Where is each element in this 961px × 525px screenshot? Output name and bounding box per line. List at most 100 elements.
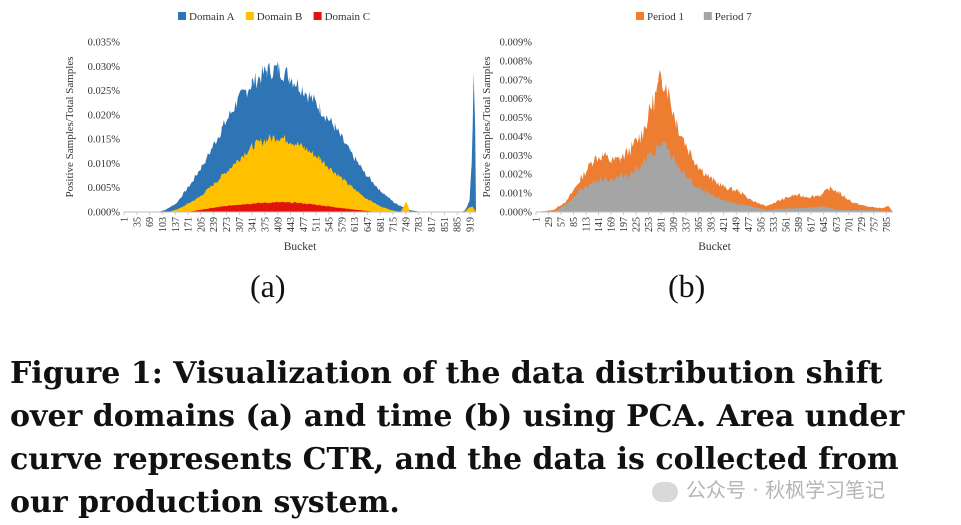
y-tick-label: 0.010% [88, 159, 121, 170]
y-tick-label: 0.002% [500, 170, 533, 181]
x-tick-label: 281 [657, 217, 668, 232]
legend-label: Period 1 [647, 11, 684, 23]
y-axis-title: Positive Samples/Total Samples [64, 56, 76, 197]
x-tick-label: 171 [184, 217, 195, 232]
x-tick-label: 421 [719, 217, 730, 232]
x-tick-label: 253 [644, 217, 655, 232]
area-period-7 [536, 141, 893, 212]
y-tick-label: 0.007% [500, 75, 533, 86]
y-tick-label: 0.005% [500, 113, 533, 124]
y-tick-label: 0.003% [500, 151, 533, 162]
legend-swatch [245, 12, 254, 20]
y-tick-label: 0.001% [500, 189, 533, 200]
legend-swatch [703, 12, 712, 20]
legend-swatch [178, 12, 186, 20]
wechat-icon [652, 481, 678, 502]
y-tick-label: 0.009% [500, 38, 533, 49]
x-tick-label: 137 [171, 217, 182, 232]
x-tick-label: 561 [782, 217, 793, 232]
x-tick-label: 477 [299, 217, 310, 232]
x-tick-label: 1 [120, 217, 131, 222]
legend-label: Domain C [325, 11, 371, 23]
x-tick-label: 851 [440, 217, 451, 232]
x-tick-label: 449 [732, 217, 743, 232]
x-tick-label: 239 [209, 217, 220, 232]
y-tick-label: 0.004% [500, 132, 533, 143]
y-tick-label: 0.006% [500, 94, 533, 105]
area-domain-b [124, 134, 476, 212]
x-tick-label: 197 [619, 217, 630, 232]
x-tick-label: 85 [569, 217, 580, 227]
x-tick-label: 477 [744, 217, 755, 232]
area-domain-c [124, 201, 384, 212]
x-tick-label: 307 [235, 217, 246, 232]
y-tick-label: 0.000% [500, 208, 533, 219]
x-tick-label: 57 [557, 217, 568, 227]
x-tick-label: 69 [145, 217, 156, 227]
x-tick-label: 533 [769, 217, 780, 232]
y-tick-label: 0.035% [88, 38, 121, 49]
x-tick-label: 35 [132, 217, 143, 227]
x-tick-label: 309 [669, 217, 680, 232]
chart-b-periods: Period 1 Period 7 0.000% 0.001% 0.002% 0.003%… [481, 11, 893, 253]
subfigure-label-b: (b) [668, 268, 706, 304]
x-tick-label: 579 [337, 217, 348, 232]
x-tick-label: 785 [882, 217, 893, 232]
x-tick-label: 103 [158, 217, 169, 232]
x-tick-label: 113 [582, 217, 593, 232]
y-tick-label: 0.008% [500, 56, 533, 67]
y-tick-label: 0.005% [88, 183, 121, 194]
x-tick-label: 749 [401, 217, 412, 232]
x-axis-title: Bucket [698, 241, 731, 253]
x-tick-label: 919 [465, 217, 476, 232]
x-tick-label: 365 [694, 217, 705, 232]
x-tick-label: 341 [248, 217, 259, 232]
x-tick-label: 645 [819, 217, 830, 232]
legend-label: Domain A [189, 11, 235, 23]
x-tick-label: 337 [682, 217, 693, 232]
x-tick-label: 715 [389, 217, 400, 232]
legend-label: Period 7 [715, 11, 752, 23]
legend-swatch [313, 12, 322, 20]
x-tick-label: 169 [607, 217, 618, 232]
x-tick-label: 885 [453, 217, 464, 232]
x-tick-label: 205 [196, 217, 207, 232]
x-tick-label: 673 [832, 217, 843, 232]
x-tick-label: 783 [414, 217, 425, 232]
x-tick-label: 729 [857, 217, 868, 232]
x-tick-label: 393 [707, 217, 718, 232]
x-tick-label: 409 [273, 217, 284, 232]
y-tick-label: 0.020% [88, 110, 121, 121]
figure-caption: Figure 1: Visualization of the data dist… [10, 356, 905, 520]
watermark: 公众号 · 秋枫学习笔记 [652, 474, 885, 503]
chart-a-domains: Domain A Domain B Domain C 0.000% 0.005% 0.01… [64, 11, 476, 253]
x-tick-label: 505 [757, 217, 768, 232]
y-tick-label: 0.030% [88, 62, 121, 73]
legend-label: Domain B [257, 11, 303, 23]
x-tick-label: 1 [532, 217, 543, 222]
x-tick-label: 617 [807, 217, 818, 232]
x-tick-label: 757 [869, 217, 880, 232]
x-tick-label: 141 [594, 217, 605, 232]
x-tick-label: 613 [350, 217, 361, 232]
x-tick-label: 701 [844, 217, 855, 232]
legend-swatch [636, 12, 644, 20]
x-tick-label: 29 [544, 217, 555, 227]
y-tick-label: 0.015% [88, 135, 121, 146]
x-tick-label: 589 [794, 217, 805, 232]
y-tick-label: 0.000% [88, 208, 121, 219]
area-domain-a [124, 61, 476, 212]
y-axis-title: Positive Samples/Total Samples [481, 56, 493, 197]
x-tick-label: 273 [222, 217, 233, 232]
x-tick-label: 817 [427, 217, 438, 232]
subfigure-label-a: (a) [250, 268, 286, 304]
x-tick-label: 647 [363, 217, 374, 232]
x-tick-label: 511 [312, 217, 323, 232]
x-tick-label: 545 [325, 217, 336, 232]
x-tick-label: 443 [286, 217, 297, 232]
watermark-text: 公众号 · 秋枫学习笔记 [686, 478, 886, 502]
x-tick-label: 681 [376, 217, 387, 232]
x-tick-label: 375 [260, 217, 271, 232]
y-tick-label: 0.025% [88, 86, 121, 97]
